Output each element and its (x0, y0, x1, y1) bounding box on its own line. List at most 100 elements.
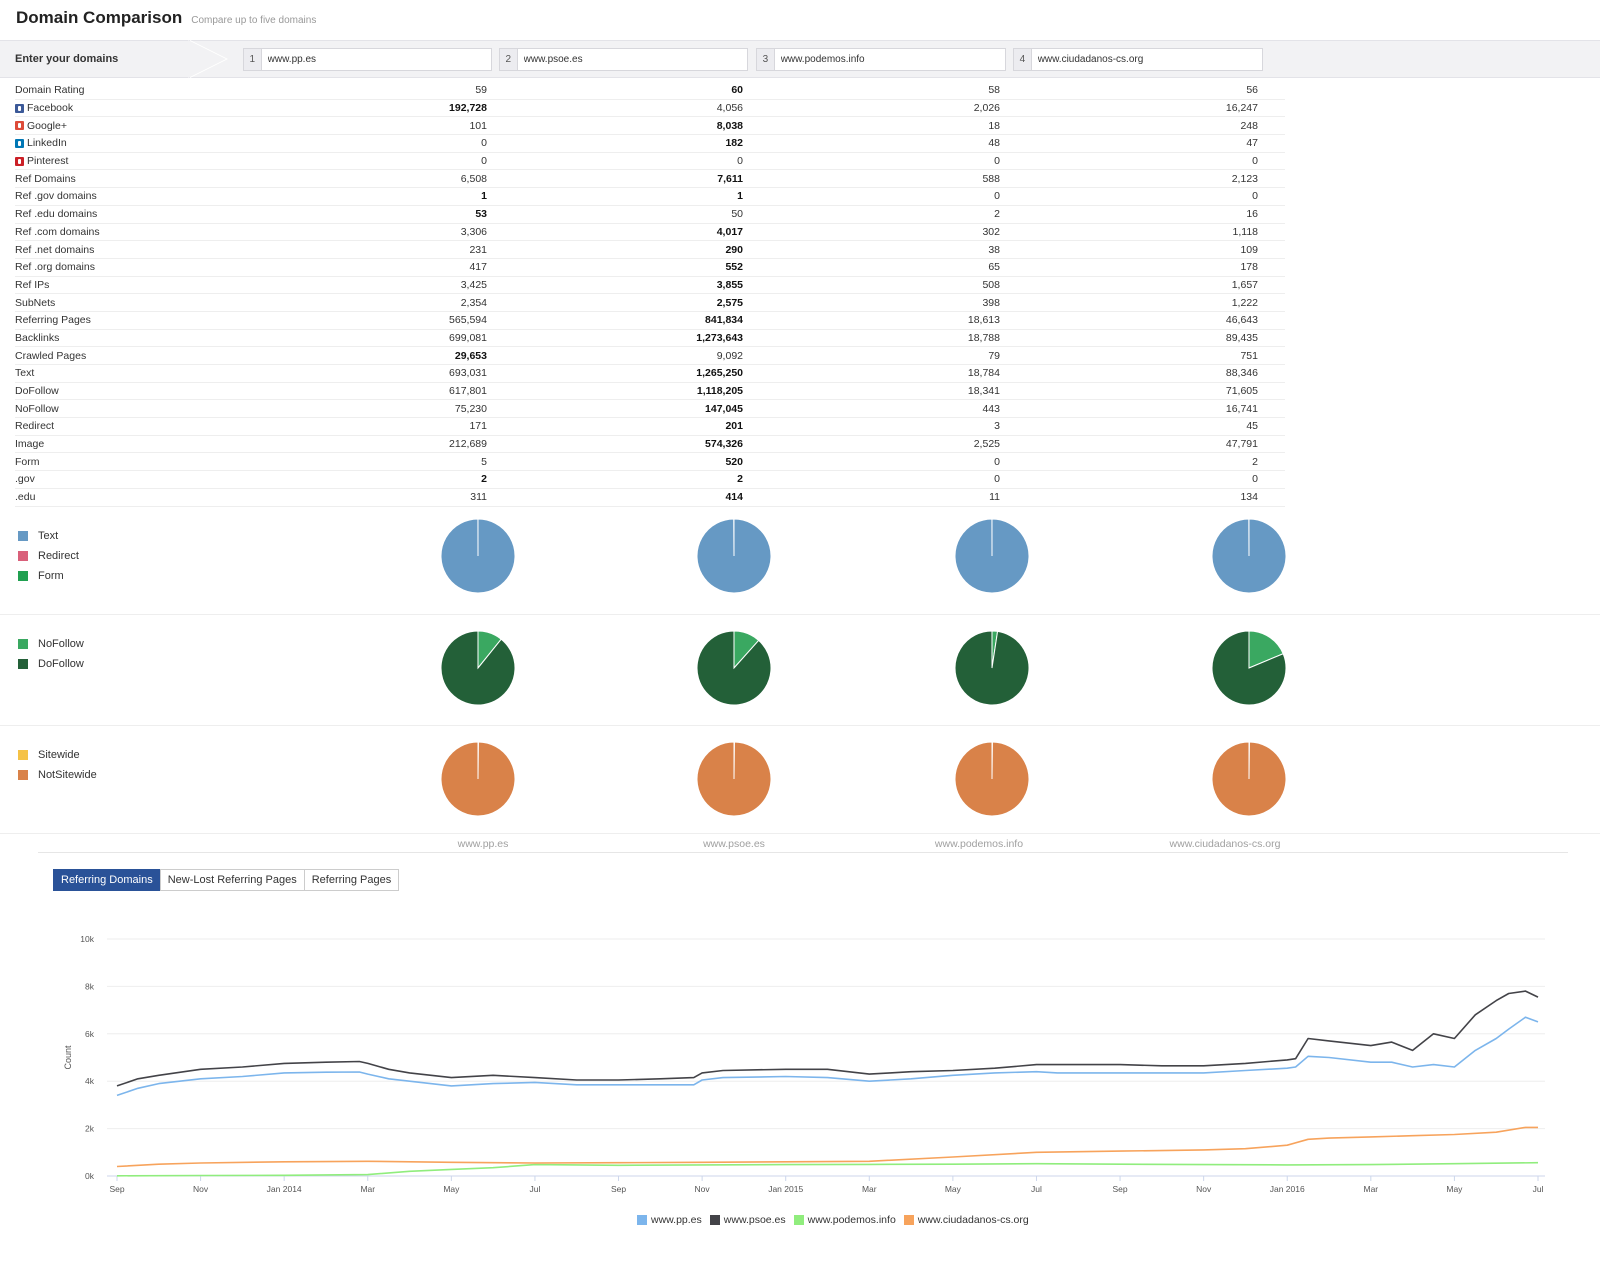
pie-legend-item[interactable]: Text (18, 530, 58, 542)
metric-value: 3,425 (460, 278, 487, 291)
pie-chart-sitewide[interactable] (439, 740, 517, 818)
domain-input-1[interactable] (261, 49, 491, 70)
metric-value: 58 (988, 84, 1000, 97)
metric-value: 1,265,250 (696, 367, 743, 380)
metric-value: 79 (988, 349, 1000, 362)
metric-value: 2,354 (460, 296, 487, 309)
pie-legend-item[interactable]: NotSitewide (18, 769, 97, 781)
chart-tabs: Referring Domains New-Lost Referring Pag… (53, 869, 400, 891)
x-tick-label: Mar (1364, 1184, 1379, 1194)
legend-swatch (18, 531, 28, 541)
metric-label: Image (15, 438, 45, 451)
metric-value: 134 (1240, 491, 1258, 504)
pie-slice (440, 741, 516, 817)
metric-value: 16,247 (1225, 102, 1258, 115)
pie-legend-item[interactable]: NoFollow (18, 638, 84, 650)
x-tick-label: Jul (1031, 1184, 1042, 1194)
metric-name: Ref Domains (15, 173, 76, 185)
metric-label: Ref .net domains (15, 243, 95, 256)
metric-value: 699,081 (449, 331, 487, 344)
legend-item-podemos[interactable]: www.podemos.info (793, 1214, 896, 1226)
tab-referring-pages[interactable]: Referring Pages (303, 869, 400, 891)
pie-legend-item[interactable]: Sitewide (18, 749, 80, 761)
metric-value: 3,855 (716, 278, 743, 291)
metric-value: 71,605 (1225, 385, 1258, 398)
metric-value: 2 (481, 473, 487, 486)
pie-legend-item[interactable]: DoFollow (18, 658, 84, 670)
pie-slice (1211, 741, 1287, 817)
pie-chart-follow[interactable] (439, 629, 517, 707)
metric-value: 1,273,643 (696, 331, 743, 344)
metric-value: 65 (988, 261, 1000, 274)
pie-chart-follow[interactable] (953, 629, 1031, 707)
pie-domain-label: www.ciudadanos-cs.org (1169, 838, 1281, 850)
metric-value: 9,092 (716, 349, 743, 362)
metric-row: Pinterest 0 0 0 0 (15, 153, 1285, 171)
pie-legend-item[interactable]: Redirect (18, 550, 79, 562)
metric-value: 1,657 (1231, 278, 1258, 291)
series-line (116, 1161, 1539, 1177)
domain-slot-4: 4 (1013, 48, 1263, 71)
metric-value: 18,341 (967, 385, 1000, 398)
metric-name: Text (15, 367, 34, 379)
metric-value: 588 (982, 172, 1000, 185)
metric-label: Domain Rating (15, 84, 85, 97)
domain-input-4[interactable] (1031, 49, 1262, 70)
x-tick-label: Sep (1112, 1184, 1127, 1194)
pie-chart-follow[interactable] (1210, 629, 1288, 707)
pie-chart-type[interactable] (953, 517, 1031, 595)
domain-input-3[interactable] (774, 49, 1005, 70)
metric-name: Referring Pages (15, 314, 91, 326)
tab-new-lost-referring-pages[interactable]: New-Lost Referring Pages (159, 869, 305, 891)
metric-value: 2 (1252, 455, 1258, 468)
metric-name: DoFollow (15, 385, 59, 397)
pie-chart-sitewide[interactable] (695, 740, 773, 818)
metric-value: 520 (725, 455, 743, 468)
divider (38, 852, 1568, 853)
pie-slice (1211, 630, 1287, 706)
pie-chart-follow[interactable] (695, 629, 773, 707)
legend-item-psoe[interactable]: www.psoe.es (709, 1214, 786, 1226)
metric-label: Ref .gov domains (15, 190, 97, 203)
metric-value: 101 (469, 119, 487, 132)
metric-value: 47 (1246, 137, 1258, 150)
metric-name: SubNets (15, 297, 55, 309)
pie-chart-type[interactable] (695, 517, 773, 595)
x-tick-label: Sep (611, 1184, 626, 1194)
metric-value: 617,801 (449, 385, 487, 398)
metric-value: 2 (994, 208, 1000, 221)
metric-value: 0 (1252, 155, 1258, 168)
pie-legend-item[interactable]: Form (18, 570, 64, 582)
x-tick-label: May (443, 1184, 460, 1194)
metric-value: 2,123 (1231, 172, 1258, 185)
metric-value: 3,306 (460, 225, 487, 238)
tab-referring-domains[interactable]: Referring Domains (53, 869, 161, 891)
domain-input-2[interactable] (517, 49, 747, 70)
metric-label: SubNets (15, 296, 56, 309)
metric-row: Facebook 192,728 4,056 2,026 16,247 (15, 100, 1285, 118)
series-line (116, 1016, 1539, 1097)
metric-value: 6,508 (460, 172, 487, 185)
metric-row: Crawled Pages 29,653 9,092 79 751 (15, 347, 1285, 365)
metric-value: 46,643 (1225, 314, 1258, 327)
legend-swatch (637, 1215, 647, 1225)
metric-name: Ref .gov domains (15, 190, 97, 202)
pie-chart-sitewide[interactable] (1210, 740, 1288, 818)
pie-chart-type[interactable] (439, 517, 517, 595)
legend-swatch (18, 571, 28, 581)
metric-label: .edu (15, 491, 36, 504)
metric-name: NoFollow (15, 403, 59, 415)
metric-value: 552 (725, 261, 743, 274)
legend-item-ciudadanos[interactable]: www.ciudadanos-cs.org (903, 1214, 1029, 1226)
legend-label: www.pp.es (651, 1214, 702, 1226)
facebook-icon (15, 103, 24, 113)
metric-label: Ref IPs (15, 278, 50, 291)
pie-chart-type[interactable] (1210, 517, 1288, 595)
legend-item-pp[interactable]: www.pp.es (637, 1214, 702, 1226)
pie-chart-sitewide[interactable] (953, 740, 1031, 818)
metric-value: 417 (469, 261, 487, 274)
legend-swatch (709, 1215, 720, 1225)
legend-label: Form (38, 570, 64, 582)
metric-value: 45 (1246, 420, 1258, 433)
metric-value: 751 (1240, 349, 1258, 362)
